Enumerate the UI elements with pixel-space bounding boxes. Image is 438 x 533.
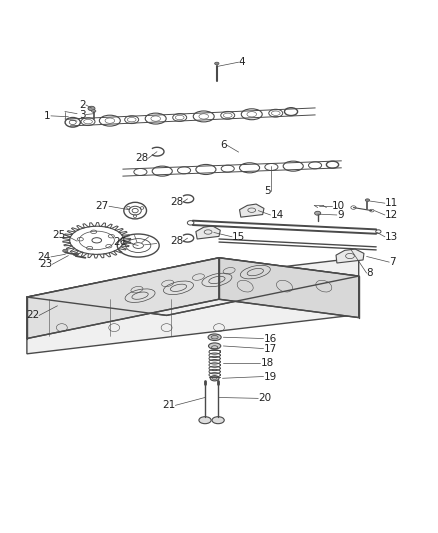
Text: 21: 21: [162, 400, 175, 410]
Text: 13: 13: [385, 232, 398, 242]
Ellipse shape: [314, 211, 321, 215]
Text: 24: 24: [38, 252, 51, 262]
Ellipse shape: [199, 417, 211, 424]
Polygon shape: [240, 204, 264, 217]
Text: 20: 20: [258, 393, 272, 403]
Ellipse shape: [63, 249, 68, 252]
Text: 6: 6: [220, 140, 227, 150]
Text: 15: 15: [232, 232, 245, 242]
Text: 8: 8: [367, 268, 373, 278]
Ellipse shape: [208, 334, 221, 341]
Ellipse shape: [210, 376, 219, 381]
Polygon shape: [27, 258, 219, 338]
Text: 14: 14: [271, 210, 284, 220]
Text: 3: 3: [79, 110, 86, 119]
Polygon shape: [27, 258, 359, 354]
Text: 18: 18: [261, 358, 274, 368]
Polygon shape: [219, 258, 359, 318]
Polygon shape: [196, 226, 220, 239]
Text: 17: 17: [264, 344, 277, 353]
Text: 28: 28: [170, 197, 183, 207]
Ellipse shape: [215, 62, 219, 65]
Ellipse shape: [208, 343, 221, 349]
Text: 9: 9: [337, 210, 343, 220]
Text: 25: 25: [52, 230, 65, 240]
Ellipse shape: [88, 106, 95, 111]
Ellipse shape: [212, 417, 224, 424]
Text: 4: 4: [239, 57, 245, 67]
Text: 26: 26: [113, 238, 127, 247]
Text: 11: 11: [385, 198, 398, 208]
Text: 12: 12: [385, 210, 398, 220]
Ellipse shape: [365, 199, 370, 201]
Text: 19: 19: [264, 372, 277, 382]
Text: 22: 22: [26, 310, 39, 320]
Polygon shape: [27, 258, 359, 316]
Text: 28: 28: [170, 236, 183, 246]
Text: 27: 27: [96, 201, 109, 211]
Ellipse shape: [211, 335, 218, 339]
Text: 5: 5: [264, 187, 271, 196]
Text: 16: 16: [264, 334, 277, 344]
Ellipse shape: [73, 253, 78, 256]
Text: 7: 7: [389, 257, 396, 267]
Text: 2: 2: [79, 100, 86, 110]
Text: 23: 23: [39, 260, 52, 269]
Text: 10: 10: [332, 201, 345, 211]
Ellipse shape: [92, 110, 96, 112]
Polygon shape: [336, 249, 364, 263]
Text: 1: 1: [44, 111, 51, 121]
Text: 28: 28: [135, 153, 148, 163]
